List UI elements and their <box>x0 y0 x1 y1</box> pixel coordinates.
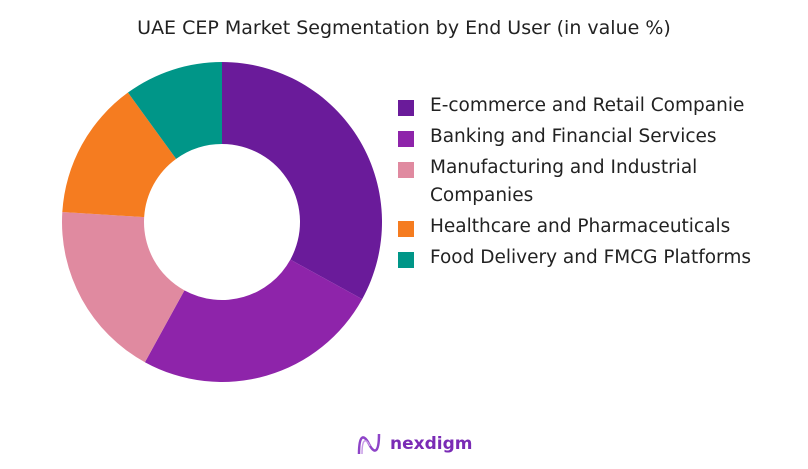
legend-swatch <box>398 131 414 147</box>
legend-label: E-commerce and Retail Companie <box>430 95 745 116</box>
donut-slice <box>62 92 177 218</box>
legend-item: E-commerce and Retail Companie <box>398 92 798 120</box>
legend-swatch <box>398 252 414 268</box>
donut-slice <box>144 259 363 382</box>
nexdigm-logo-icon <box>357 433 381 455</box>
legend-label: Food Delivery and FMCG Platforms <box>430 247 751 268</box>
chart-title: UAE CEP Market Segmentation by End User … <box>137 17 671 39</box>
legend-item: Food Delivery and FMCG Platforms <box>398 244 798 272</box>
legend-item: Banking and Financial Services <box>398 123 798 151</box>
legend-label: Manufacturing and Industrial Companies <box>430 157 698 206</box>
legend-swatch <box>398 162 414 178</box>
legend-label: Banking and Financial Services <box>430 126 717 147</box>
brand-logo: nexdigm <box>356 432 472 456</box>
legend-item: Manufacturing and Industrial Companies <box>398 154 798 210</box>
donut-slice <box>222 62 382 300</box>
donut-slice <box>127 62 222 159</box>
donut-slice <box>62 211 185 363</box>
legend: E-commerce and Retail Companie Banking an… <box>398 92 798 275</box>
legend-swatch <box>398 221 414 237</box>
brand-name: nexdigm <box>390 434 473 454</box>
legend-item: Healthcare and Pharmaceuticals <box>398 213 798 241</box>
legend-label: Healthcare and Pharmaceuticals <box>430 216 731 237</box>
legend-swatch <box>398 100 414 116</box>
